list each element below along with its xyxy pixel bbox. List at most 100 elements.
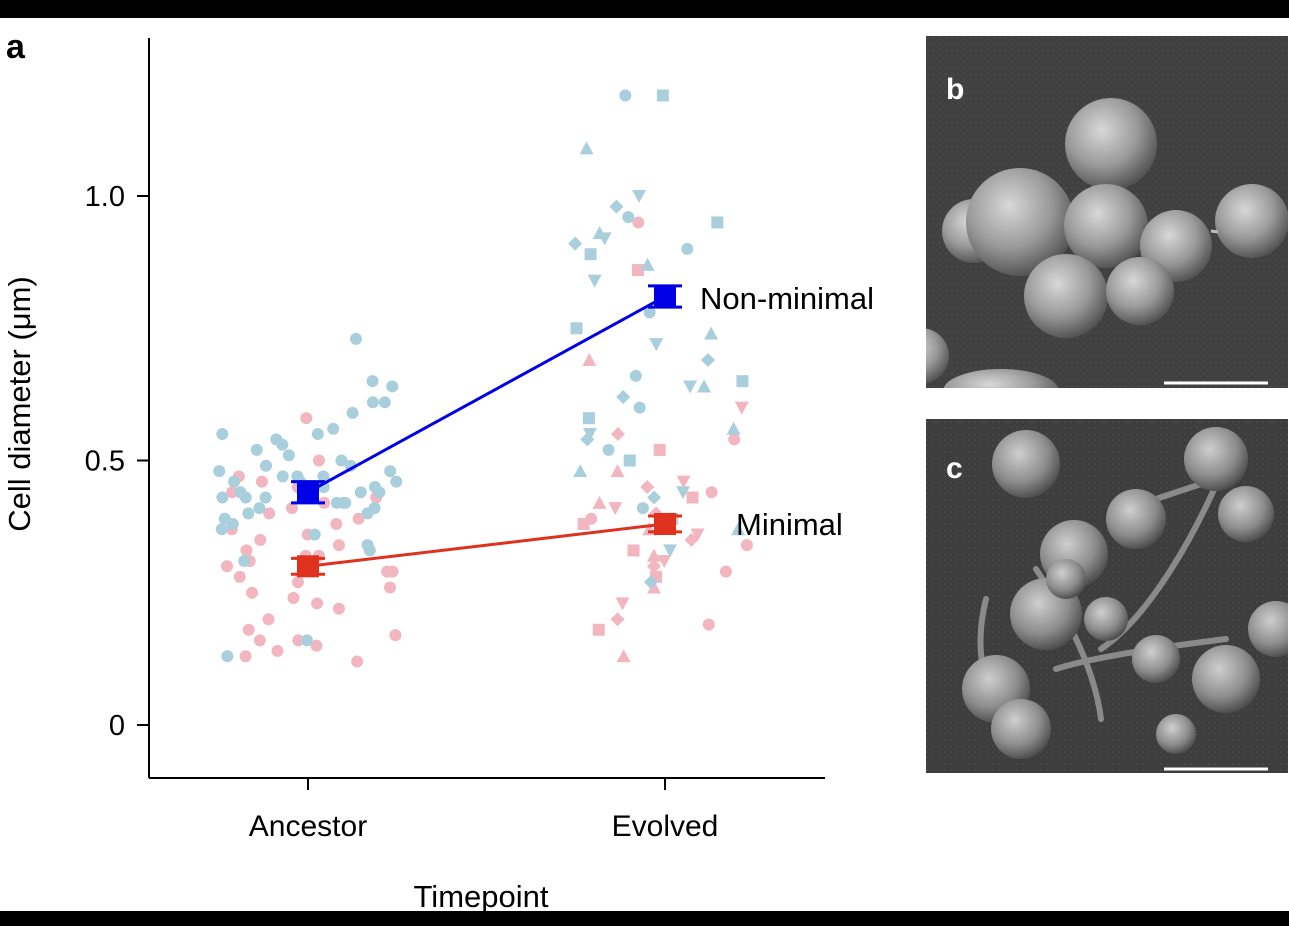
data-point-minimal [690,528,705,542]
data-point-non-minimal [636,502,649,515]
data-point-non-minimal [260,459,273,472]
data-point-minimal [676,475,691,489]
data-point-minimal [646,548,661,562]
data-point-non-minimal [226,517,239,530]
data-point-non-minimal [647,490,662,505]
data-point-non-minimal [335,454,348,467]
data-point-minimal [246,586,259,599]
data-point-minimal [686,491,699,504]
data-point-non-minimal [311,428,324,441]
y-tick-label: 0.5 [85,446,125,478]
data-point-minimal [254,533,267,546]
data-point-minimal [592,495,607,509]
data-point-non-minimal [384,465,397,478]
data-point-non-minimal [390,475,403,488]
mean-marker-minimal [297,555,319,578]
data-point-minimal [233,570,246,583]
data-point-minimal [287,592,300,605]
figure-page: a 0 0.5 1.0 Ancestor Evolved Cell diameter (… [0,18,1289,911]
data-point-non-minimal [216,491,229,504]
data-point-minimal [610,464,625,478]
data-point-non-minimal [228,475,241,488]
data-point-non-minimal [726,421,741,435]
data-point-minimal [684,532,699,547]
data-point-minimal [310,639,323,652]
micrograph-b-image [926,36,1288,388]
data-point-minimal [226,486,239,499]
data-point-non-minimal [643,306,656,319]
data-point-minimal [653,443,666,456]
mean-marker-minimal [654,512,676,535]
chart-cell-diameter: 0 0.5 1.0 Ancestor Evolved Cell diameter (μm… [2,38,874,911]
data-point-non-minimal [282,449,295,462]
data-point-non-minimal [731,522,746,536]
y-tick-label: 0 [109,710,125,742]
mean-line-non-minimal [307,295,666,494]
data-point-non-minimal [616,390,631,405]
micrograph-c: c [926,419,1288,773]
data-point-non-minimal [366,396,379,409]
data-point-non-minimal [580,432,595,447]
data-point-non-minimal [213,465,226,478]
data-point-non-minimal [276,438,289,451]
data-point-non-minimal [587,274,602,288]
chart-axes: 0 0.5 1.0 Ancestor Evolved [85,38,825,843]
data-point-non-minimal [327,422,340,435]
data-point-minimal [271,644,284,657]
mean-marker-non-minimal [654,285,676,308]
data-point-minimal [253,634,266,647]
data-point-non-minimal [623,454,636,467]
data-point-non-minimal [609,199,624,214]
data-point-minimal [291,576,304,589]
y-axis-label: Cell diameter (μm) [2,276,37,532]
data-point-non-minimal [366,375,379,388]
data-point-non-minimal [253,502,266,515]
y-tick-label: 1.0 [85,181,125,213]
data-point-minimal [647,580,662,594]
series-label-non-minimal: Non-minimal [700,281,874,316]
data-point-non-minimal [629,369,642,382]
data-point-minimal [255,475,268,488]
data-point-non-minimal [640,257,655,271]
data-point-non-minimal [643,575,658,590]
data-point-minimal [705,486,718,499]
panel-label-c: c [946,452,963,485]
data-point-non-minimal [649,338,664,352]
panel-label-b: b [946,73,965,106]
data-point-non-minimal [361,507,374,520]
data-point-non-minimal [736,375,749,388]
data-point-non-minimal [216,428,229,441]
data-point-minimal [719,565,732,578]
data-point-non-minimal [582,412,595,425]
data-point-non-minimal [683,380,698,394]
data-point-minimal [610,427,625,442]
data-point-minimal [239,650,252,663]
data-point-non-minimal [386,380,399,393]
data-point-non-minimal [317,470,330,483]
data-point-minimal [657,555,672,569]
series-label-minimal: Minimal [736,507,843,542]
data-point-minimal [632,264,645,277]
data-point-minimal [577,517,590,530]
data-point-minimal [221,560,234,573]
data-point-minimal [608,502,623,516]
data-point-minimal [330,517,343,530]
data-point-non-minimal [239,491,252,504]
data-point-minimal [610,612,625,627]
micrograph-b: b [926,36,1288,388]
data-point-non-minimal [373,486,386,499]
data-point-minimal [332,602,345,615]
data-point-minimal [311,597,324,610]
data-point-non-minimal [570,322,583,335]
data-point-non-minimal [221,650,234,663]
data-point-minimal [351,655,364,668]
data-point-minimal [312,454,325,467]
data-point-non-minimal [619,89,632,102]
data-point-minimal [300,412,313,425]
chart-points [213,89,753,668]
data-point-minimal [384,581,397,594]
x-tick-label: Ancestor [249,810,367,843]
data-point-non-minimal [308,528,321,541]
data-point-minimal [386,565,399,578]
data-point-non-minimal [582,428,597,442]
